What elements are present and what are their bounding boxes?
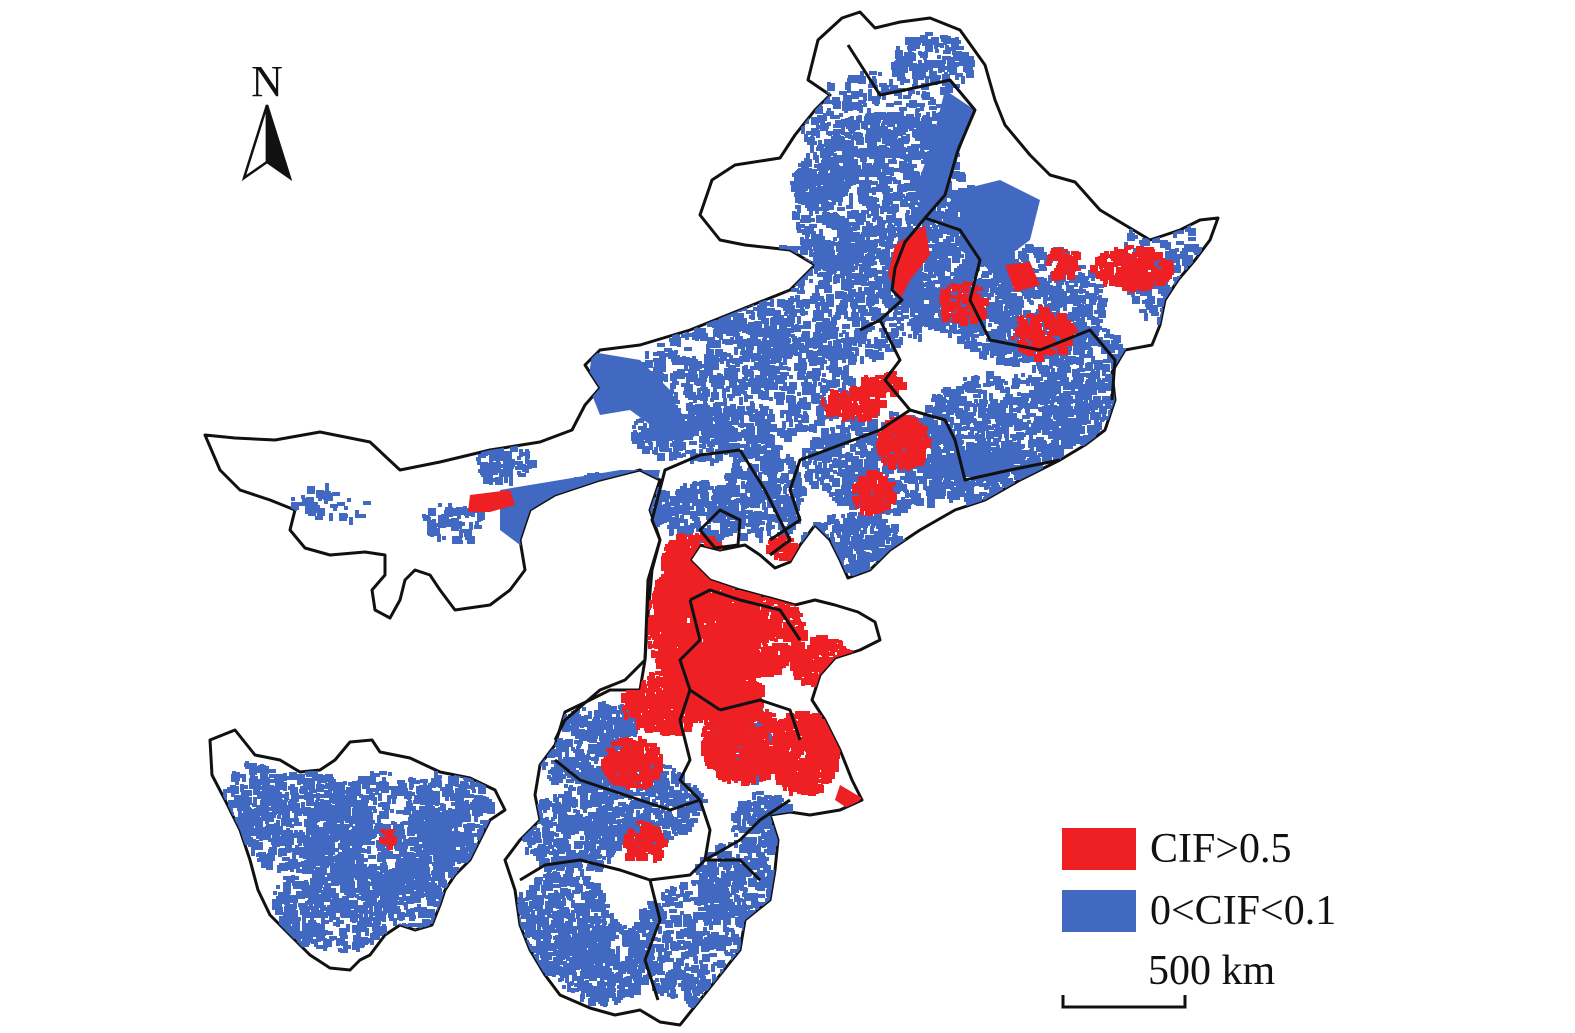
red-cluster-2	[721, 590, 808, 677]
legend-swatch-high	[1062, 828, 1136, 870]
red-patch-northeast-a	[1005, 262, 1040, 292]
legend-swatch-low	[1062, 890, 1136, 932]
red-cluster-17	[766, 535, 799, 561]
blue-sw-cluster-3	[272, 850, 397, 953]
red-cluster-9	[623, 820, 668, 863]
red-cluster-5	[766, 711, 841, 796]
arrow-left-half	[241, 104, 269, 182]
blue-cluster-28	[476, 443, 537, 486]
red-patch-northeast-strip	[888, 225, 930, 300]
red-cluster-19	[1046, 247, 1081, 281]
blue-cluster-30	[291, 483, 371, 525]
blue-cluster-17	[661, 480, 746, 545]
blue-cluster-6	[922, 371, 1088, 478]
red-cluster-11	[852, 470, 897, 516]
arrow-right-half	[265, 104, 293, 182]
blue-cluster-20	[521, 791, 626, 878]
blue-sw-cluster-2	[411, 761, 495, 866]
blue-cluster-2	[633, 320, 856, 444]
red-cluster-12	[821, 386, 887, 422]
north-arrow: N	[241, 57, 293, 182]
blue-cluster-31	[790, 162, 855, 204]
scale-bar: 500 km	[1061, 948, 1276, 1009]
high-cif-pixels-southwest	[379, 829, 397, 850]
legend-label-low: 0<CIF<0.1	[1150, 888, 1336, 934]
legend-label-high: CIF>0.5	[1150, 826, 1292, 872]
red-cluster-7	[681, 661, 765, 727]
north-arrow-label: N	[251, 57, 283, 106]
red-cluster-10	[876, 415, 932, 471]
blue-cluster-29	[422, 503, 485, 544]
blue-cluster-3	[890, 190, 1016, 338]
red-cluster-13	[1090, 245, 1174, 293]
legend: CIF>0.5 0<CIF<0.1	[1062, 826, 1336, 934]
blue-cluster-13	[891, 32, 975, 95]
blue-sw-cluster-5	[221, 761, 287, 844]
red-sw-cluster	[379, 829, 397, 850]
low-cif-pixels-southwest	[221, 761, 495, 953]
scale-bar-line	[1061, 995, 1187, 1009]
red-cluster-14	[1011, 305, 1078, 362]
red-cluster-16	[540, 508, 586, 530]
red-cluster-8	[601, 736, 663, 790]
blue-cluster-12	[801, 71, 946, 177]
blue-cluster-24	[691, 840, 778, 927]
province-boundaries	[519, 44, 1117, 1001]
red-patch-west	[468, 490, 515, 512]
scale-bar-label: 500 km	[1148, 948, 1276, 994]
blue-cluster-11	[523, 501, 605, 585]
